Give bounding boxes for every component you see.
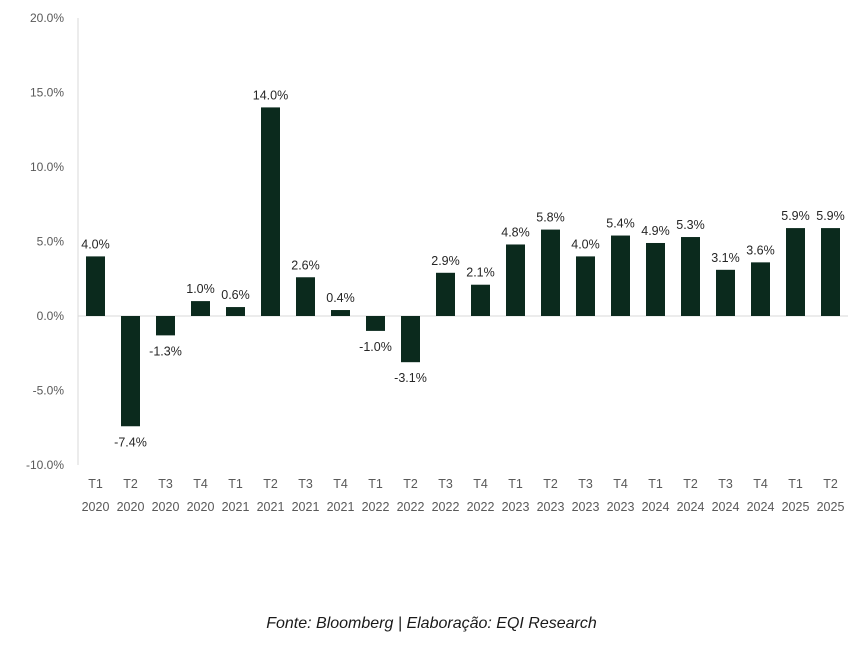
x-tick-quarter: T2 (823, 477, 838, 491)
y-tick-label: 10.0% (30, 160, 64, 174)
y-tick-label: 20.0% (30, 11, 64, 25)
data-label: 4.8% (501, 225, 530, 239)
bar (121, 316, 140, 427)
data-label: 2.9% (431, 254, 460, 268)
x-tick-year: 2024 (747, 500, 775, 514)
x-tick-year: 2025 (782, 500, 810, 514)
x-tick-year: 2023 (572, 500, 600, 514)
bar (786, 228, 805, 316)
x-tick-year: 2023 (607, 500, 635, 514)
bar (751, 262, 770, 316)
x-tick-year: 2024 (642, 500, 670, 514)
x-tick-year: 2020 (187, 500, 215, 514)
data-label: 0.6% (221, 288, 250, 302)
x-tick-quarter: T3 (578, 477, 593, 491)
x-tick-year: 2022 (397, 500, 425, 514)
data-label: 5.9% (781, 209, 810, 223)
x-tick-year: 2023 (502, 500, 530, 514)
x-tick-quarter: T4 (613, 477, 628, 491)
data-label: 2.1% (466, 266, 495, 280)
x-tick-year: 2025 (817, 500, 845, 514)
x-tick-year: 2022 (362, 500, 390, 514)
bar (541, 229, 560, 316)
x-tick-quarter: T1 (508, 477, 523, 491)
y-tick-label: -10.0% (26, 458, 64, 472)
bar (436, 272, 455, 316)
x-tick-quarter: T1 (88, 477, 103, 491)
x-tick-year: 2024 (677, 500, 705, 514)
x-tick-quarter: T2 (403, 477, 418, 491)
bar (646, 242, 665, 316)
source-caption: Fonte: Bloomberg | Elaboração: EQI Resea… (266, 615, 597, 632)
data-label: -1.0% (359, 340, 392, 354)
data-label: -7.4% (114, 435, 147, 449)
bar (331, 310, 350, 316)
x-tick-year: 2021 (222, 500, 250, 514)
data-label: 4.9% (641, 224, 670, 238)
data-label: 5.9% (816, 209, 845, 223)
data-label: 1.0% (186, 282, 215, 296)
x-tick-year: 2023 (537, 500, 565, 514)
bar (576, 256, 595, 316)
x-tick-quarter: T4 (193, 477, 208, 491)
x-tick-year: 2021 (257, 500, 285, 514)
data-label: 3.6% (746, 243, 775, 257)
x-tick-year: 2020 (152, 500, 180, 514)
bar (191, 301, 210, 316)
data-label: 5.4% (606, 217, 635, 231)
data-label: -3.1% (394, 371, 427, 385)
bar (226, 307, 245, 316)
x-tick-year: 2024 (712, 500, 740, 514)
data-label: 14.0% (253, 88, 288, 102)
bar (86, 256, 105, 316)
x-tick-quarter: T2 (123, 477, 138, 491)
x-tick-year: 2020 (82, 500, 110, 514)
x-tick-year: 2021 (292, 500, 320, 514)
data-label: -1.3% (149, 344, 182, 358)
x-tick-quarter: T4 (333, 477, 348, 491)
x-tick-year: 2022 (432, 500, 460, 514)
x-tick-quarter: T4 (473, 477, 488, 491)
x-tick-quarter: T2 (683, 477, 698, 491)
y-tick-label: -5.0% (33, 384, 65, 398)
x-tick-quarter: T4 (753, 477, 768, 491)
data-label: 5.3% (676, 218, 705, 232)
bar (366, 316, 385, 331)
bar (611, 235, 630, 316)
bar (716, 269, 735, 316)
x-tick-quarter: T2 (263, 477, 278, 491)
bar (506, 244, 525, 316)
x-tick-quarter: T2 (543, 477, 558, 491)
bar (821, 228, 840, 316)
y-tick-label: 15.0% (30, 86, 64, 100)
x-tick-quarter: T3 (298, 477, 313, 491)
y-tick-label: 0.0% (37, 309, 65, 323)
bar (156, 316, 175, 336)
data-label: 4.0% (571, 237, 600, 251)
bar (681, 237, 700, 316)
x-tick-quarter: T1 (228, 477, 243, 491)
bar (296, 277, 315, 316)
x-tick-year: 2021 (327, 500, 355, 514)
y-tick-label: 5.0% (37, 235, 65, 249)
x-tick-year: 2020 (117, 500, 145, 514)
x-tick-quarter: T3 (158, 477, 173, 491)
x-tick-year: 2022 (467, 500, 495, 514)
x-tick-quarter: T3 (718, 477, 733, 491)
data-label: 2.6% (291, 258, 320, 272)
data-label: 0.4% (326, 291, 355, 305)
data-label: 3.1% (711, 251, 740, 265)
bar (261, 107, 280, 317)
x-tick-quarter: T1 (788, 477, 803, 491)
x-tick-quarter: T1 (648, 477, 663, 491)
bar (471, 284, 490, 316)
bar-chart: -10.0% -5.0% 0.0% 5.0% 10.0% 15.0% 20.0% 4.0% T1… (26, 11, 848, 514)
bar (401, 316, 420, 363)
data-label: 4.0% (81, 237, 110, 251)
x-tick-quarter: T1 (368, 477, 383, 491)
x-tick-quarter: T3 (438, 477, 453, 491)
data-label: 5.8% (536, 211, 565, 225)
